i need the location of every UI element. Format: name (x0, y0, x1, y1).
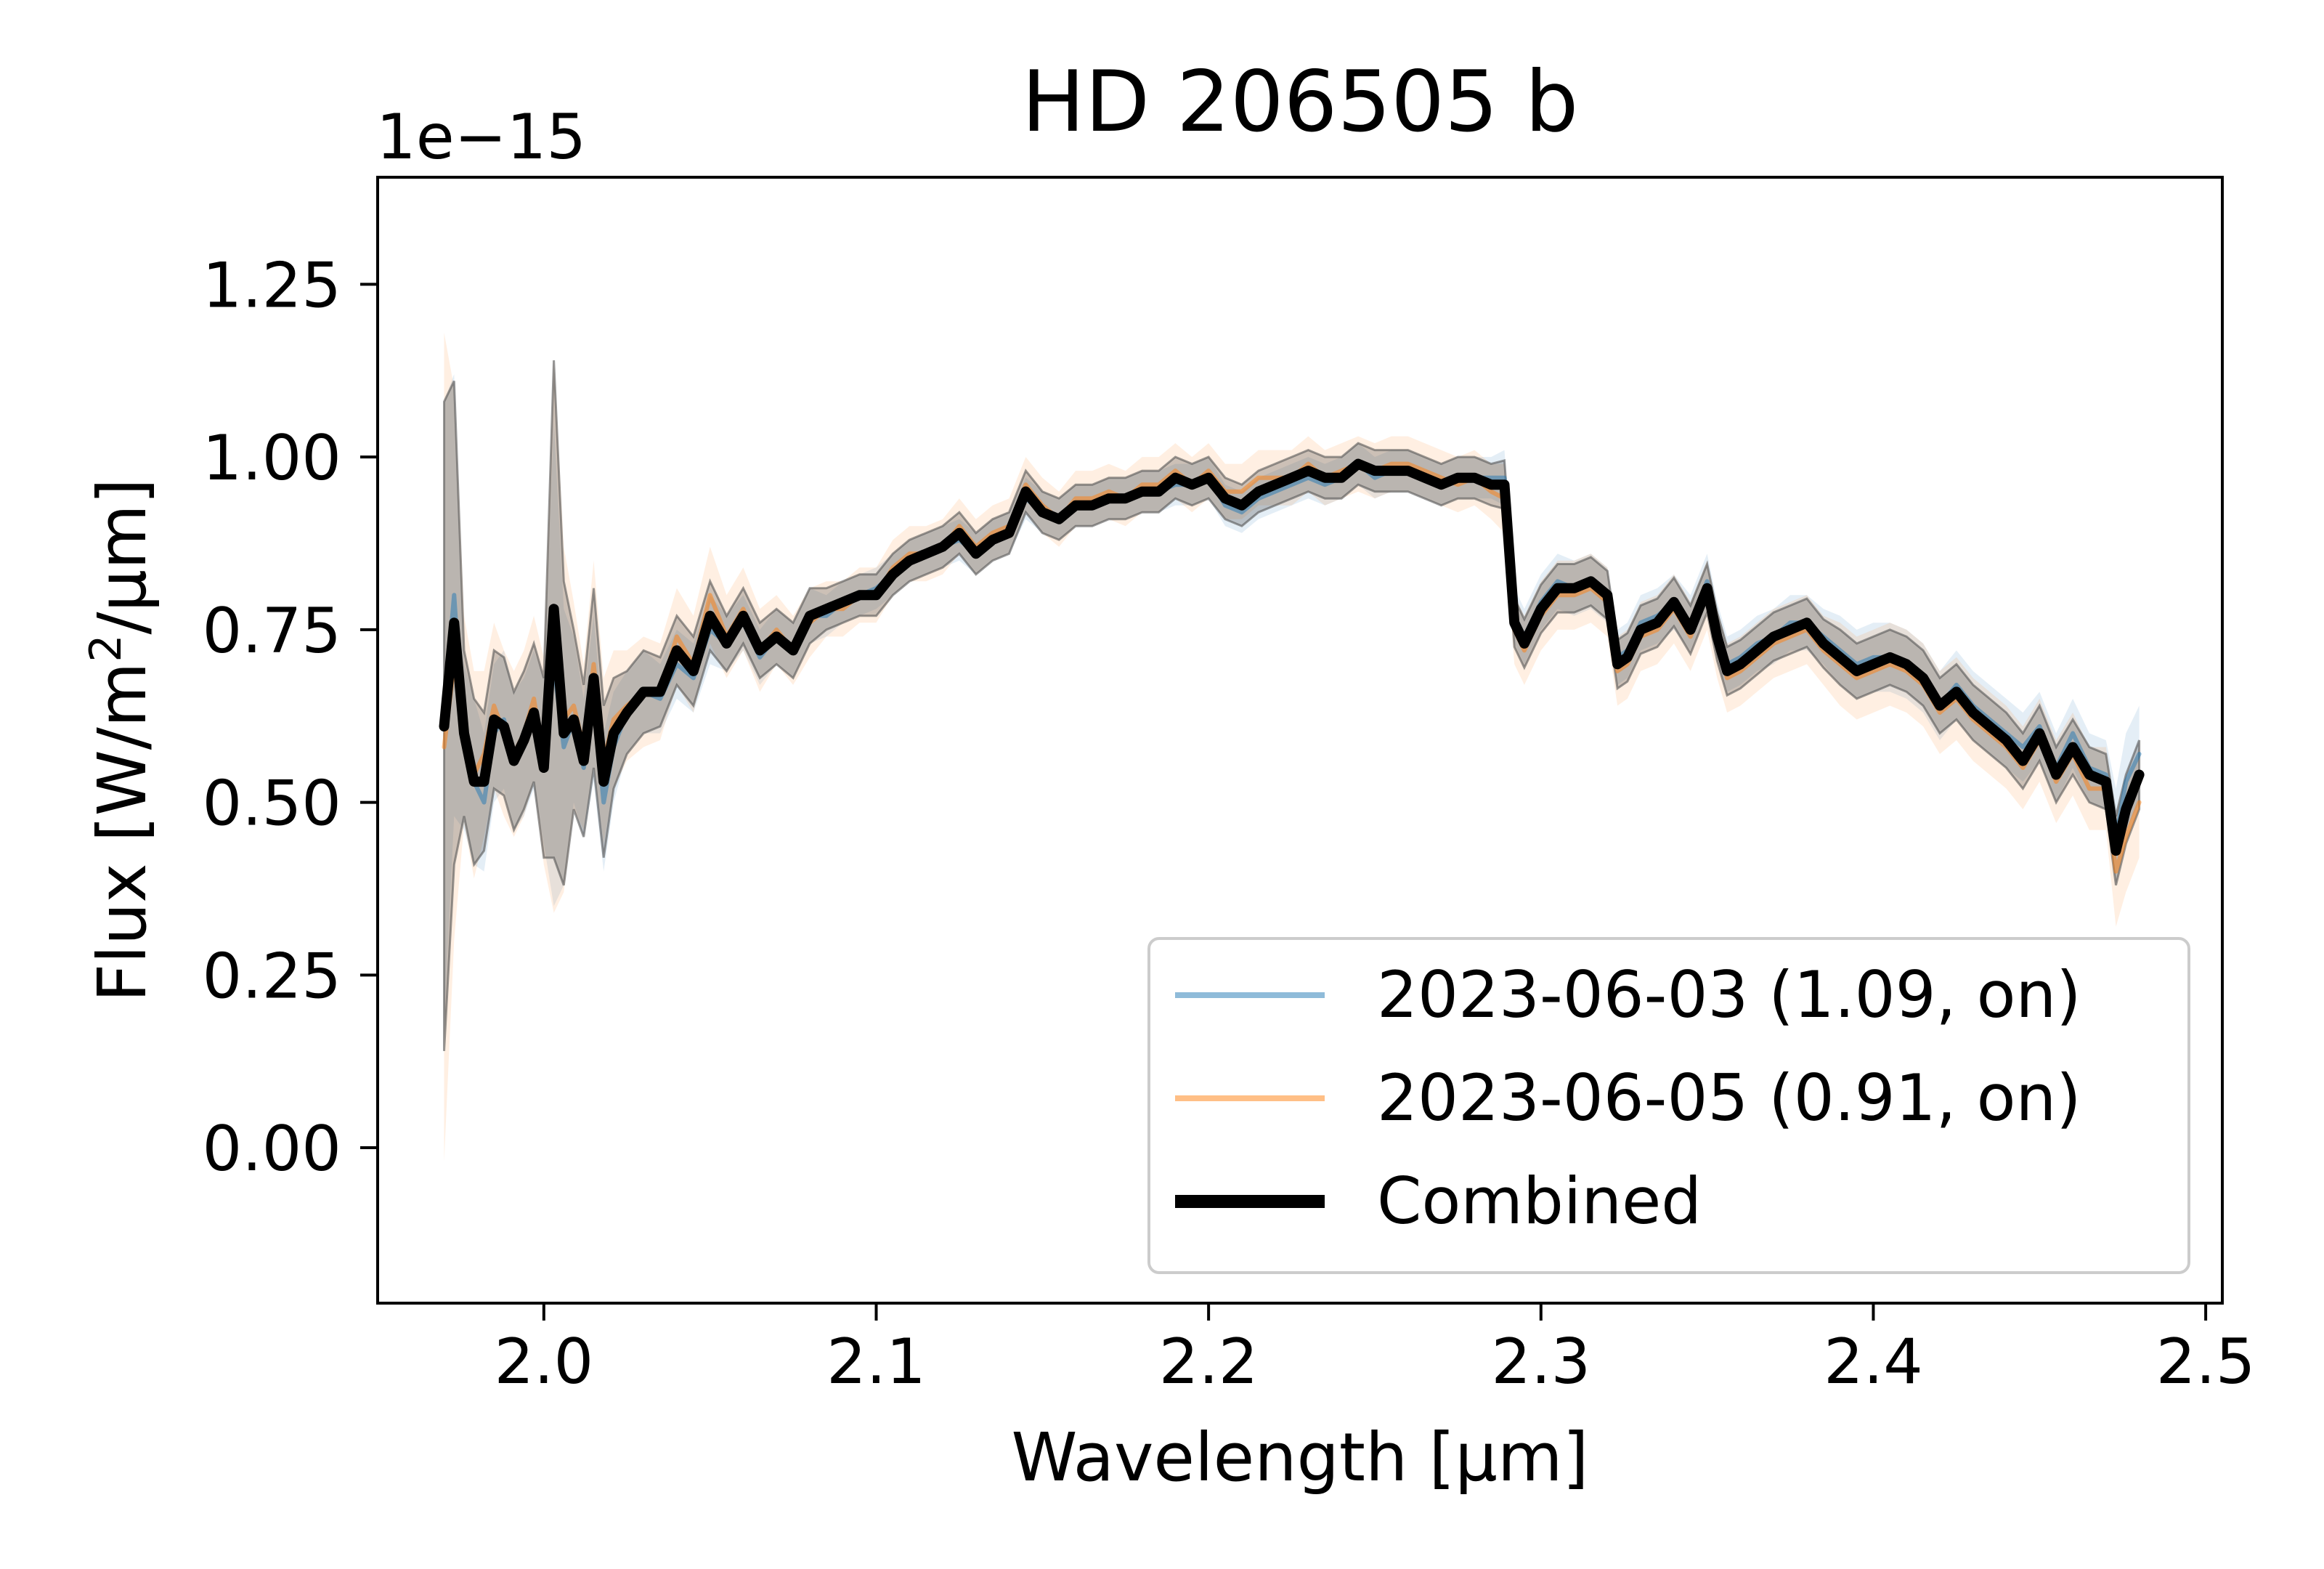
x-tick-label: 2.1 (826, 1326, 926, 1398)
y-tick-label: 1.00 (203, 422, 341, 495)
x-axis-label: Wavelength [µm] (1012, 1419, 1589, 1496)
legend-label-series-1: 2023-06-03 (1.09, on) (1377, 957, 2081, 1032)
y-tick-label: 0.75 (203, 595, 341, 668)
error-band-series-1 (444, 374, 2140, 1023)
y-axis-label: Flux [W/m2/µm] (81, 478, 161, 1002)
legend-label-combined: Combined (1377, 1164, 1702, 1238)
legend-box (1147, 937, 2190, 1274)
y-axis-label-superscript: 2 (81, 634, 131, 662)
x-tick-label: 2.4 (1824, 1326, 1923, 1398)
series-lines (439, 458, 2145, 874)
y-tick-label: 0.00 (203, 1113, 341, 1185)
y-axis-label-unit: /µm] (84, 478, 161, 634)
y-axis-ticks: 0.00 0.25 0.50 0.75 1.00 1.25 (203, 249, 378, 1185)
x-tick-label: 2.5 (2156, 1326, 2256, 1398)
y-tick-label: 0.25 (203, 940, 341, 1013)
x-tick-label: 2.2 (1159, 1326, 1259, 1398)
y-tick-label: 1.25 (203, 249, 341, 322)
line-combined (439, 458, 2145, 856)
axes-frame (376, 176, 2224, 1305)
error-bands (443, 333, 2141, 1162)
x-tick-label: 2.3 (1491, 1326, 1590, 1398)
y-offset-text: 1e−15 (376, 101, 586, 174)
legend: 2023-06-03 (1.09, on) 2023-06-05 (0.91, … (1147, 937, 2190, 1274)
y-axis-label-main: Flux [W/m (84, 662, 161, 1002)
legend-label-series-2: 2023-06-05 (0.91, on) (1377, 1061, 2081, 1135)
error-band-combined (443, 360, 2141, 1051)
x-axis-ticks: 2.0 2.1 2.2 2.3 2.4 2.5 (494, 1303, 2256, 1398)
x-tick-label: 2.0 (494, 1326, 593, 1398)
y-tick-label: 0.50 (203, 768, 341, 840)
chart-title: HD 206505 b (1022, 53, 1579, 151)
